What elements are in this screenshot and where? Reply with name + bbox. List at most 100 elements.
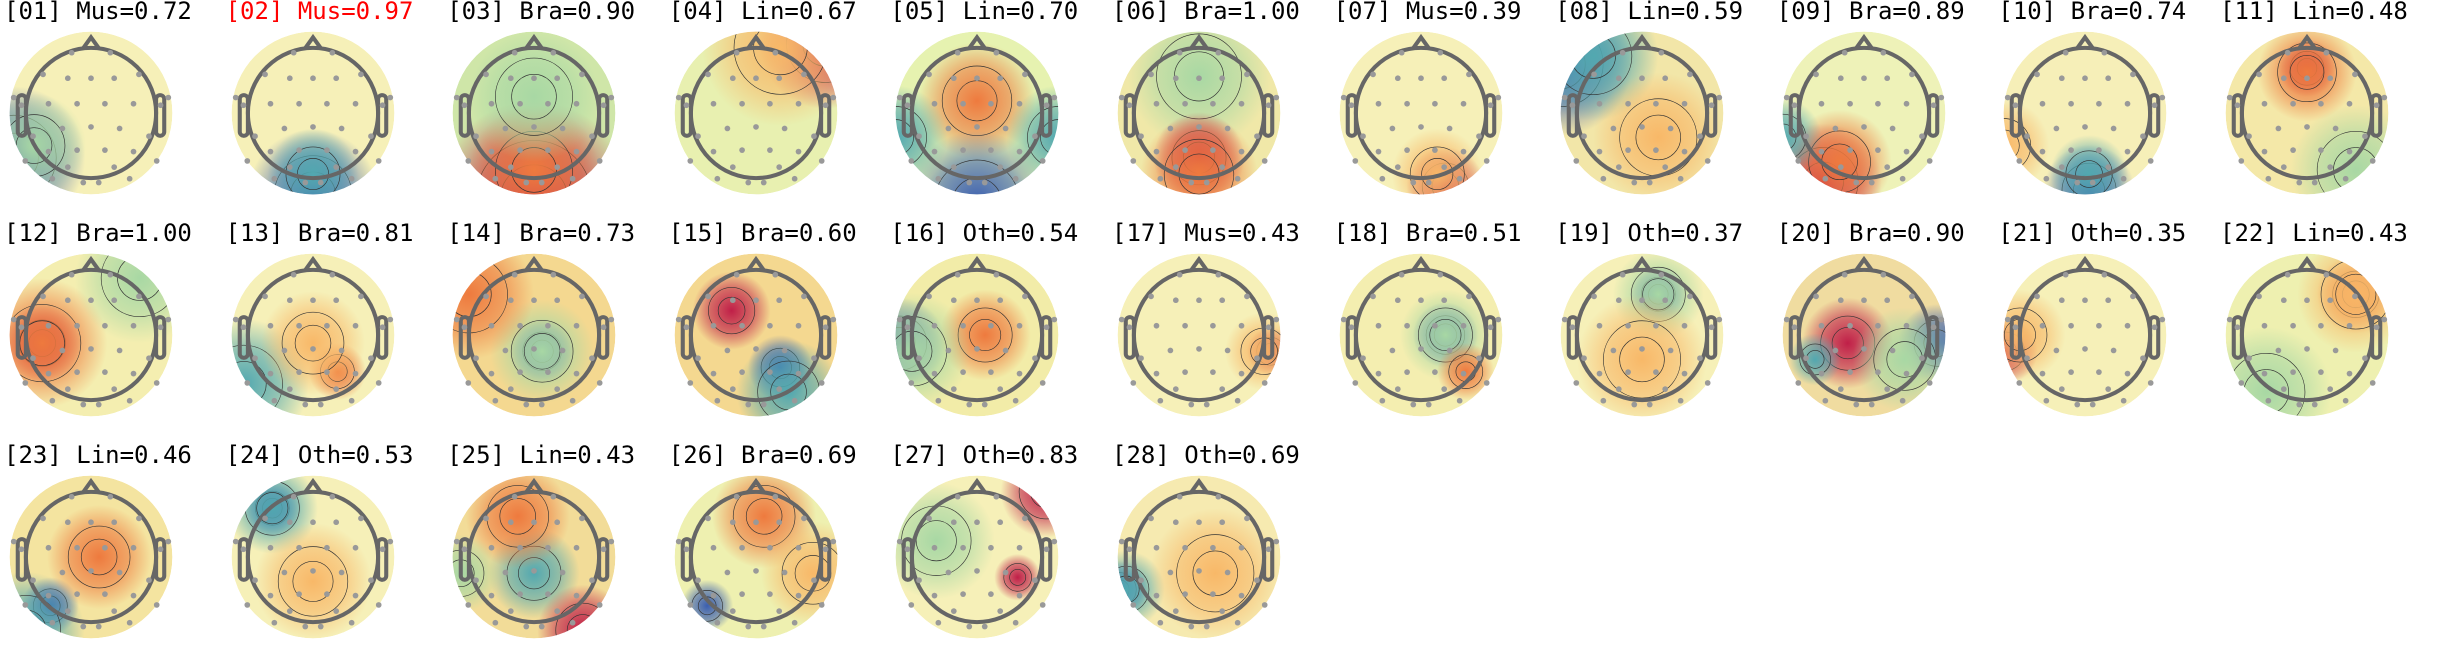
electrode (317, 623, 324, 630)
electrode (1667, 125, 1674, 132)
electrode (539, 401, 545, 408)
topomap (2004, 253, 2167, 417)
electrode (74, 544, 80, 551)
electrode (130, 544, 137, 551)
electrode (2125, 370, 2131, 377)
electrode (988, 369, 995, 375)
electrode (517, 591, 524, 597)
electrode (1456, 397, 1463, 404)
electrode (554, 519, 561, 526)
electrode (1853, 401, 1859, 408)
topomap (1117, 31, 1281, 195)
activation-blob (260, 291, 365, 396)
component-label: [09] Bra=0.89 (1776, 0, 1965, 25)
electrode (332, 608, 339, 614)
electrode (760, 401, 767, 408)
electrode (1483, 380, 1490, 386)
electrode (1791, 324, 1798, 331)
electrode (367, 133, 374, 140)
activation-blob (1782, 98, 1822, 177)
electrode (146, 133, 152, 140)
electrode (1379, 175, 1385, 182)
electrode (1903, 100, 1910, 107)
electrode (136, 293, 142, 300)
contour-line (1560, 31, 1633, 96)
electrode (1148, 71, 1154, 78)
electrode (675, 538, 682, 545)
electrode (1616, 75, 1622, 82)
electrode (2369, 158, 2376, 164)
electrode (2296, 401, 2303, 408)
electrode (332, 386, 339, 392)
electrode (95, 623, 102, 630)
electrode (136, 515, 142, 522)
electrode (1884, 386, 1890, 392)
electrode (251, 577, 258, 584)
electrode (1013, 397, 1019, 404)
electrode (281, 569, 287, 576)
electrode (1219, 75, 1226, 82)
activation-blob (74, 253, 173, 344)
electrode (74, 147, 80, 153)
electrode (531, 124, 538, 130)
electrode (550, 493, 557, 500)
electrode (1837, 164, 1844, 170)
electrode (1581, 133, 1588, 140)
contour-line (896, 119, 915, 156)
head-outline (902, 33, 1053, 181)
electrode (1040, 380, 1046, 386)
electrode (1188, 401, 1195, 408)
electrode (290, 493, 297, 500)
electrode (908, 158, 915, 164)
electrode (1210, 147, 1216, 153)
electrode (323, 369, 330, 375)
electrode (157, 546, 164, 553)
topomap (674, 475, 838, 639)
electrode (2105, 297, 2112, 304)
electrode (232, 538, 239, 545)
electrode (1203, 179, 1210, 186)
electrode (309, 568, 316, 574)
component-label: [06] Bra=1.00 (1112, 0, 1300, 25)
electrode (1899, 175, 1906, 182)
electrode (2059, 386, 2066, 392)
electrode (1708, 102, 1715, 109)
electrode (1138, 355, 1144, 362)
electrode (795, 322, 802, 329)
electrode (2043, 175, 2050, 182)
electrode (68, 271, 75, 278)
component-panel: [06] Bra=1.00 (1108, 0, 1329, 222)
electrode (800, 293, 807, 300)
electrode (710, 322, 717, 329)
electrode (1596, 100, 1603, 107)
electrode (710, 100, 717, 107)
electrode (271, 397, 277, 404)
electrode (295, 100, 302, 107)
electrode (974, 124, 981, 130)
activation-blob (452, 253, 535, 360)
electrode (916, 577, 923, 584)
electrode (760, 623, 767, 630)
contour-line (1003, 563, 1033, 592)
electrode (465, 380, 472, 386)
activation-blob (2004, 99, 2050, 192)
electrode (1182, 322, 1188, 329)
electrode (1176, 49, 1183, 56)
electrode (1573, 380, 1580, 386)
electrode (1658, 271, 1665, 278)
electrode (1653, 100, 1659, 107)
electrode (1032, 355, 1039, 362)
electrode (2053, 347, 2060, 354)
electrode (1244, 71, 1250, 78)
electrode (966, 401, 973, 408)
electrode (1938, 94, 1944, 101)
electrode (1596, 370, 1603, 377)
electrode (508, 608, 514, 614)
electrode (45, 322, 52, 329)
electrode (926, 293, 933, 300)
electrode (1348, 102, 1354, 109)
electrode (523, 401, 530, 408)
electrode (1837, 297, 1844, 304)
electrode (579, 515, 585, 522)
electrode (1930, 102, 1937, 109)
